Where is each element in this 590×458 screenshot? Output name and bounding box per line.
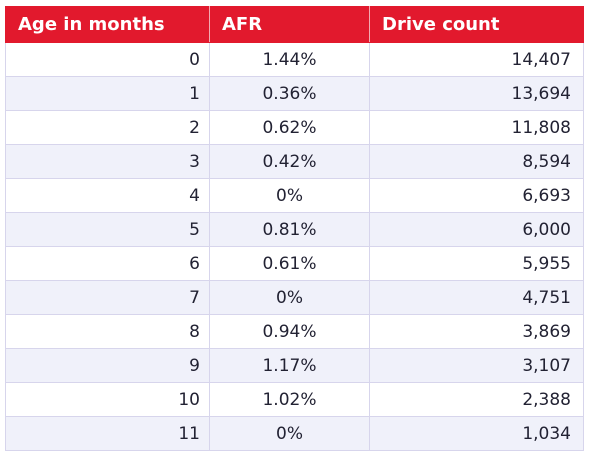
drive-count-cell: 13,694 (369, 76, 584, 111)
header-drive-count: Drive count (369, 6, 584, 43)
afr-cell: 0.62% (209, 110, 370, 145)
age-cell: 1 (5, 76, 210, 111)
drive-count-cell: 8,594 (369, 144, 584, 179)
drive-count-cell: 11,808 (369, 110, 584, 145)
table-row: 3 0.42% 8,594 (5, 144, 584, 179)
drive-count-cell: 4,751 (369, 280, 584, 315)
age-cell: 10 (5, 382, 210, 417)
drive-count-cell: 14,407 (369, 42, 584, 77)
age-cell: 5 (5, 212, 210, 247)
age-cell: 11 (5, 416, 210, 451)
age-cell: 0 (5, 42, 210, 77)
table-header: Age in months AFR Drive count (5, 6, 584, 43)
drive-count-cell: 6,693 (369, 178, 584, 213)
drive-count-cell: 2,388 (369, 382, 584, 417)
afr-cell: 1.44% (209, 42, 370, 77)
afr-cell: 0.61% (209, 246, 370, 281)
age-cell: 3 (5, 144, 210, 179)
afr-by-age-table: Age in months AFR Drive count 0 1.44% 14,4… (5, 6, 584, 451)
table-row: 6 0.61% 5,955 (5, 246, 584, 281)
afr-cell: 0% (209, 178, 370, 213)
afr-cell: 1.02% (209, 382, 370, 417)
afr-cell: 0% (209, 416, 370, 451)
afr-cell: 0.42% (209, 144, 370, 179)
age-cell: 2 (5, 110, 210, 145)
afr-cell: 0% (209, 280, 370, 315)
drive-count-cell: 3,107 (369, 348, 584, 383)
afr-cell: 1.17% (209, 348, 370, 383)
table-row: 9 1.17% 3,107 (5, 348, 584, 383)
afr-cell: 0.81% (209, 212, 370, 247)
table-row: 1 0.36% 13,694 (5, 76, 584, 111)
header-afr: AFR (209, 6, 370, 43)
table-row: 8 0.94% 3,869 (5, 314, 584, 349)
header-age-in-months: Age in months (5, 6, 210, 43)
drive-count-cell: 6,000 (369, 212, 584, 247)
table-row: 7 0% 4,751 (5, 280, 584, 315)
drive-count-cell: 5,955 (369, 246, 584, 281)
table-row: 2 0.62% 11,808 (5, 110, 584, 145)
table-row: 0 1.44% 14,407 (5, 42, 584, 77)
age-cell: 8 (5, 314, 210, 349)
age-cell: 6 (5, 246, 210, 281)
drive-count-cell: 1,034 (369, 416, 584, 451)
table-row: 4 0% 6,693 (5, 178, 584, 213)
table-row: 10 1.02% 2,388 (5, 382, 584, 417)
age-cell: 7 (5, 280, 210, 315)
afr-cell: 0.36% (209, 76, 370, 111)
header-row: Age in months AFR Drive count (5, 6, 584, 43)
table-row: 11 0% 1,034 (5, 416, 584, 451)
afr-cell: 0.94% (209, 314, 370, 349)
drive-count-cell: 3,869 (369, 314, 584, 349)
afr-table-container: Age in months AFR Drive count 0 1.44% 14,4… (5, 6, 584, 451)
table-row: 5 0.81% 6,000 (5, 212, 584, 247)
age-cell: 9 (5, 348, 210, 383)
age-cell: 4 (5, 178, 210, 213)
table-body: 0 1.44% 14,407 1 0.36% 13,694 2 0.62% 11,808 3 0.4… (5, 42, 584, 451)
